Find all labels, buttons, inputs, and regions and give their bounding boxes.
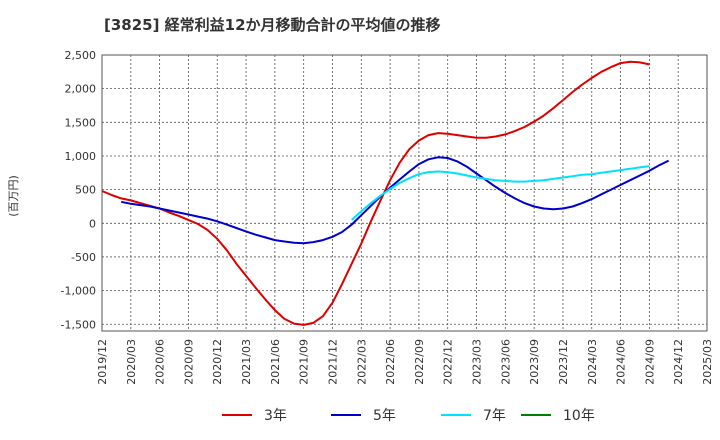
x-tick-label: 2020/06 (154, 339, 167, 385)
y-tick-label: -500 (71, 251, 96, 264)
legend-label: 10年 (563, 408, 595, 424)
x-tick-label: 2021/03 (240, 339, 253, 385)
y-tick-label: 2,000 (65, 83, 97, 96)
x-tick-label: 2020/12 (211, 339, 224, 385)
y-tick-label: 1,500 (65, 116, 97, 129)
x-tick-label: 2024/03 (586, 339, 599, 385)
x-tick-label: 2023/09 (528, 339, 541, 385)
x-tick-label: 2021/12 (326, 339, 339, 385)
y-tick-label: 1,000 (65, 150, 97, 163)
x-tick-label: 2021/09 (298, 339, 311, 385)
series-line (351, 165, 650, 221)
x-tick-label: 2022/12 (442, 339, 455, 385)
chart-title: [3825] 経常利益12か月移動合計の平均値の推移 (104, 16, 441, 34)
x-tick-label: 2022/03 (355, 339, 368, 385)
x-tick-label: 2019/12 (96, 339, 109, 385)
y-tick-label: -1,500 (61, 318, 96, 331)
x-tick-label: 2023/06 (499, 339, 512, 385)
y-tick-label: 500 (75, 184, 96, 197)
grid-lines (102, 55, 707, 331)
series-line (120, 156, 670, 245)
legend: 3年 5年 7年 10年 (222, 408, 595, 424)
y-tick-label: 0 (89, 217, 96, 230)
series-line (101, 60, 650, 326)
x-tick-label: 2022/09 (413, 339, 426, 385)
x-tick-label: 2024/09 (643, 339, 656, 385)
x-tick-label: 2021/06 (269, 339, 282, 385)
x-tick-label: 2024/06 (615, 339, 628, 385)
x-tick-label: 2025/03 (701, 339, 714, 385)
legend-label: 7年 (483, 408, 506, 424)
x-tick-label: 2024/12 (672, 339, 685, 385)
x-tick-label: 2020/03 (125, 339, 138, 385)
legend-label: 3年 (264, 408, 287, 424)
x-tick-label: 2022/06 (384, 339, 397, 385)
x-axis-ticks: 2019/12 2020/03 2020/06 2020/09 2020/12 2021/… (96, 339, 714, 385)
y-tick-label: -1,000 (61, 285, 96, 298)
legend-label: 5年 (373, 408, 396, 424)
x-tick-label: 2020/09 (182, 339, 195, 385)
plot-area (101, 54, 708, 332)
x-tick-label: 2023/03 (471, 339, 484, 385)
y-axis-label: (百万円) (7, 175, 20, 217)
series-lines (101, 60, 670, 326)
y-tick-label: 2,500 (65, 49, 97, 62)
x-tick-label: 2023/12 (557, 339, 570, 385)
y-axis-ticks: 2,500 2,000 1,500 1,000 500 0 -500 -1,000 -1,500 (61, 49, 96, 331)
